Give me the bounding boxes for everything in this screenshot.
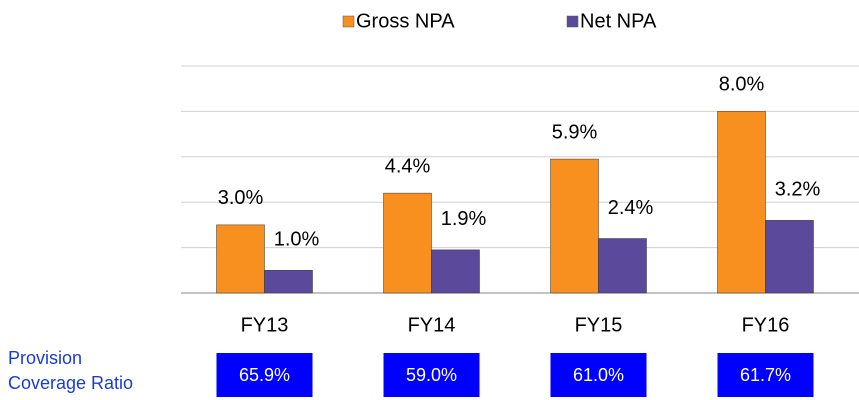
x-tick-label: FY15 <box>575 314 623 336</box>
data-label: 3.0% <box>218 187 264 209</box>
x-tick-label: FY13 <box>241 314 289 336</box>
coverage-value: 59.0% <box>406 365 457 385</box>
bar <box>717 111 766 294</box>
data-label: 3.2% <box>775 179 821 201</box>
legend-swatch <box>342 15 355 28</box>
data-label: 4.4% <box>385 155 431 177</box>
bar <box>550 158 599 294</box>
legend-label: Gross NPA <box>356 10 455 32</box>
x-tick-label: FY16 <box>742 314 790 336</box>
coverage-label: Provision Coverage Ratio <box>8 348 134 393</box>
coverage-value: 61.7% <box>740 365 791 385</box>
coverage-box <box>717 353 814 397</box>
data-label: 8.0% <box>719 74 765 96</box>
coverage-box <box>383 353 480 397</box>
bar <box>383 192 432 294</box>
legend-label: Net NPA <box>580 10 657 32</box>
data-label: 5.9% <box>552 121 598 143</box>
coverage-box <box>550 353 647 397</box>
bar <box>431 249 480 294</box>
coverage-value: 61.0% <box>573 365 624 385</box>
bar <box>264 270 313 294</box>
bar <box>216 224 265 294</box>
data-label: 1.9% <box>441 208 487 230</box>
x-tick-label: FY14 <box>408 314 456 336</box>
coverage-value: 65.9% <box>239 365 290 385</box>
bar <box>765 220 814 294</box>
data-label: 1.0% <box>274 229 320 251</box>
data-label: 2.4% <box>608 197 654 219</box>
bar <box>598 238 647 294</box>
coverage-box <box>216 353 313 397</box>
legend-swatch <box>566 15 579 28</box>
